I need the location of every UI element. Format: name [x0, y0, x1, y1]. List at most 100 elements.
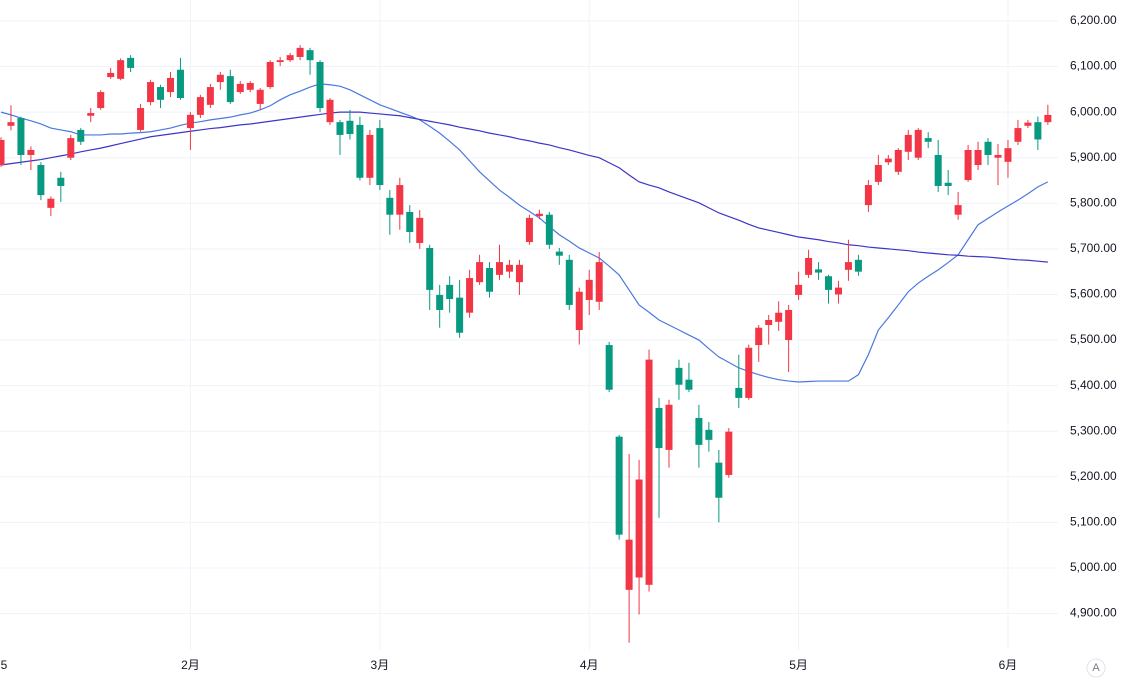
- y-tick-label: 5,600.00: [1070, 287, 1117, 301]
- candle-body: [825, 276, 833, 290]
- candle-body: [974, 149, 982, 166]
- x-tick-label: 5月: [789, 658, 808, 672]
- candles: [0, 45, 1052, 643]
- grid: [0, 0, 1058, 650]
- candle-body: [97, 92, 105, 109]
- candle-body: [496, 262, 503, 275]
- moving-averages: [0, 83, 1049, 383]
- candle-body: [795, 284, 803, 295]
- candle-body: [815, 269, 823, 273]
- candle-body: [266, 61, 274, 88]
- candle-body: [316, 61, 324, 109]
- candle-body: [166, 77, 174, 93]
- candle-body: [137, 108, 145, 130]
- candle-body: [944, 182, 952, 186]
- candle-body: [715, 462, 723, 498]
- candle-body: [745, 347, 753, 398]
- axes: 4,900.00 5,000.00 5,100.00 5,200.00 5,300.00…: [1, 13, 1117, 672]
- y-tick-label: 5,000.00: [1070, 560, 1117, 574]
- candle-body: [635, 479, 643, 578]
- candle-body: [625, 539, 633, 590]
- candle-body: [157, 87, 165, 100]
- candle-body: [675, 367, 683, 385]
- y-tick-label: 4,900.00: [1070, 606, 1117, 620]
- y-tick-label: 5,200.00: [1070, 469, 1117, 483]
- candle-body: [176, 69, 184, 99]
- candle-body: [515, 264, 523, 283]
- candle-body: [306, 50, 314, 61]
- auto-scale-circle[interactable]: [1086, 658, 1106, 678]
- y-tick-label: 5,400.00: [1070, 378, 1117, 392]
- candle-body: [206, 87, 214, 105]
- candle-body: [655, 407, 663, 449]
- candle-body: [585, 279, 593, 300]
- candle-body: [216, 74, 224, 83]
- candle-body: [376, 128, 384, 186]
- candle-body: [645, 359, 653, 585]
- candle-body: [396, 185, 404, 215]
- candle-body: [874, 165, 882, 182]
- candle-body: [735, 387, 743, 398]
- candle-body: [386, 197, 394, 215]
- candle-body: [336, 122, 344, 135]
- candle-body: [1044, 114, 1052, 123]
- candle-body: [695, 417, 703, 445]
- candle-body: [147, 82, 155, 103]
- candle-body: [117, 60, 125, 79]
- candle-body: [994, 154, 1002, 158]
- candle-body: [844, 262, 852, 270]
- candle-body: [785, 309, 793, 341]
- candle-body: [296, 47, 304, 57]
- candle-body: [914, 129, 922, 158]
- candle-body: [984, 141, 992, 155]
- auto-scale-label[interactable]: A: [1092, 662, 1100, 674]
- x-tick-label: 3月: [371, 658, 390, 672]
- candle-body: [1024, 122, 1032, 126]
- y-tick-label: 6,100.00: [1070, 59, 1117, 73]
- y-tick-label: 5,300.00: [1070, 423, 1117, 437]
- y-tick-label: 5,700.00: [1070, 241, 1117, 255]
- candle-body: [246, 82, 254, 90]
- candle-body: [456, 297, 464, 333]
- candle-body: [226, 76, 234, 103]
- candle-body: [725, 431, 733, 475]
- y-tick-label: 6,200.00: [1070, 13, 1117, 27]
- candle-body: [904, 134, 912, 152]
- candle-body: [964, 149, 972, 181]
- candle-body: [555, 251, 563, 256]
- y-tick-label: 5,100.00: [1070, 515, 1117, 529]
- y-tick-label: 5,800.00: [1070, 195, 1117, 209]
- candle-body: [7, 122, 15, 126]
- x-tick-label: 5: [1, 658, 8, 672]
- candle-body: [27, 149, 35, 155]
- y-tick-label: 5,500.00: [1070, 332, 1117, 346]
- auto-scale-button[interactable]: A: [1086, 658, 1106, 678]
- candle-body: [954, 205, 962, 215]
- candle-body: [436, 294, 444, 310]
- candle-body: [934, 154, 942, 186]
- candle-body: [67, 138, 75, 158]
- candle-body: [505, 264, 513, 272]
- candle-body: [256, 89, 264, 104]
- candle-body: [416, 217, 424, 243]
- candle-body: [77, 129, 85, 142]
- candle-body: [196, 97, 204, 115]
- candle-body: [525, 217, 533, 243]
- candle-body: [366, 134, 374, 178]
- candle-body: [575, 291, 583, 331]
- candle-body: [775, 312, 783, 322]
- candle-body: [755, 327, 763, 346]
- candle-body: [186, 114, 194, 129]
- moving-average-line: [0, 83, 1049, 383]
- candle-body: [864, 185, 872, 206]
- candle-body: [37, 165, 45, 196]
- candle-body: [426, 247, 434, 290]
- candle-body: [486, 268, 494, 292]
- candle-body: [326, 99, 334, 123]
- candle-body: [545, 214, 553, 245]
- candle-body: [87, 113, 95, 116]
- candle-body: [1034, 122, 1042, 140]
- candle-body: [924, 138, 932, 142]
